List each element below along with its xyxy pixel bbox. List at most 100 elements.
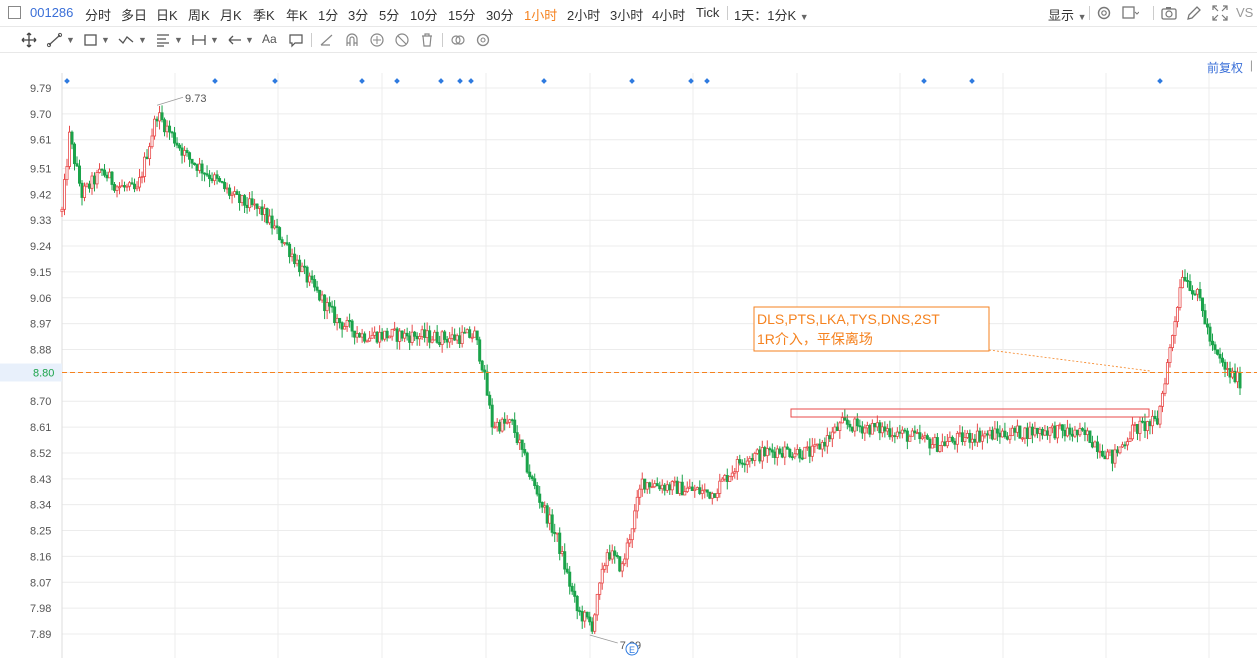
line-tool-icon[interactable] [46,31,64,49]
range-dropdown[interactable]: 1天：1分K ▼ [734,5,809,24]
period-2[interactable]: 日K [156,8,178,23]
period-1[interactable]: 多日 [121,8,148,23]
candle-body [753,453,757,461]
candle-body [245,204,249,209]
candle-body [803,446,807,459]
candle-body [1120,444,1124,448]
vs-compare-button[interactable]: VS [1236,5,1254,20]
period-9[interactable]: 5分 [379,8,400,23]
candle-body [1028,426,1032,439]
chevron-down-icon[interactable]: ▼ [66,35,75,45]
chevron-down-icon[interactable]: ▼ [210,35,219,45]
period-3[interactable]: 周K [188,8,210,23]
sync-icon[interactable] [368,31,386,49]
chevron-down-icon[interactable]: ▼ [101,35,110,45]
pencil-icon[interactable] [1185,4,1203,22]
candle-body [660,484,664,490]
candle-body [793,453,797,458]
fullscreen-icon[interactable] [1211,4,1229,22]
candle-body [298,259,302,273]
display-dropdown[interactable]: 显示 ▼ [1048,5,1087,24]
period-16[interactable]: 4小时 [652,8,686,23]
candle-body [1020,437,1024,440]
hide-drawings-icon[interactable] [393,31,411,49]
candle-body [898,431,902,434]
candle-body [135,186,139,190]
period-13[interactable]: 1小时 [524,8,558,23]
candle-body [548,514,552,524]
period-0[interactable]: 分时 [85,8,112,23]
event-marker-diamond [359,78,365,84]
chevron-down-icon[interactable]: ▼ [245,35,254,45]
period-14[interactable]: 2小时 [567,8,601,23]
rectangle-tool-icon[interactable] [82,31,100,49]
text-tool-button[interactable]: Aa [262,32,277,46]
trash-icon[interactable] [418,31,436,49]
select-checkbox[interactable] [8,6,21,19]
candle-body [1125,441,1129,446]
candle-body [943,441,947,447]
candle-body [703,489,707,492]
period-17[interactable]: Tick [696,5,720,20]
y-tick-label: 9.15 [30,267,51,279]
arrow-tool-icon[interactable] [226,31,244,49]
candle-body [488,394,492,406]
candle-body [748,458,752,462]
camera-icon[interactable] [1160,4,1178,22]
period-12[interactable]: 30分 [486,8,514,23]
candle-body [170,131,174,134]
layout-square-icon[interactable] [1121,4,1140,22]
candle-body [883,426,887,432]
candle-body [363,333,367,342]
period-8[interactable]: 3分 [348,8,369,23]
candle-body [440,331,444,345]
candle-body [1023,427,1027,439]
overlay-toggle-icon[interactable] [449,31,467,49]
candle-body [410,331,414,343]
fibonacci-tool-icon[interactable] [154,31,172,49]
settings-gear-icon[interactable] [1095,4,1113,22]
period-15[interactable]: 3小时 [610,8,644,23]
candle-body [1000,430,1004,438]
wave-tool-icon[interactable] [117,31,135,49]
adjust-restore-button[interactable]: 前复权 [1206,61,1243,75]
chevron-down-icon[interactable]: ▼ [138,35,147,45]
comment-tool-icon[interactable] [287,31,305,49]
period-5[interactable]: 季K [253,8,275,23]
move-crosshair-icon[interactable] [20,31,38,49]
candle-body [725,475,729,482]
candle-body [175,142,179,146]
period-toolbar: 001286 分时 多日 日K 周K 月K 季K 年K 1分 3分 5分 10分 15分 30分 1小时 2… [0,0,1257,27]
period-10[interactable]: 10分 [410,8,438,23]
drawing-settings-icon[interactable] [474,31,492,49]
candle-body [825,435,829,447]
candle-body [1178,287,1182,308]
candle-body [950,436,954,442]
stock-code[interactable]: 001286 [30,5,74,20]
candle-body [1008,435,1012,440]
candle-body [63,179,67,210]
measure-tool-icon[interactable] [190,31,208,49]
candle-body [1025,427,1029,439]
period-6[interactable]: 年K [286,8,308,23]
period-11[interactable]: 15分 [448,8,476,23]
magnet-icon[interactable] [343,31,361,49]
y-tick-label: 8.88 [30,345,51,357]
candle-body [1118,446,1122,454]
candle-body [593,614,597,632]
chart-canvas[interactable]: 9.79 9.70 9.61 9.51 9.42 9.33 9.24 9.15 9.06 8.97… [0,53,1257,658]
chevron-down-icon[interactable]: ▼ [174,35,183,45]
candle-body [225,187,229,190]
candle-body [975,430,979,443]
range-label: 1天：1分K [734,8,797,23]
period-4[interactable]: 月K [220,8,242,23]
ruler-tool-icon[interactable] [318,31,336,49]
candlestick-chart[interactable]: 9.79 9.70 9.61 9.51 9.42 9.33 9.24 9.15 9.06 8.97… [0,53,1257,658]
period-7[interactable]: 1分 [318,8,339,23]
candle-body [718,480,722,494]
candle-body [973,438,977,443]
candle-body [120,185,124,188]
candle-body [788,448,792,458]
candle-body [873,422,877,428]
candle-body [853,418,857,432]
